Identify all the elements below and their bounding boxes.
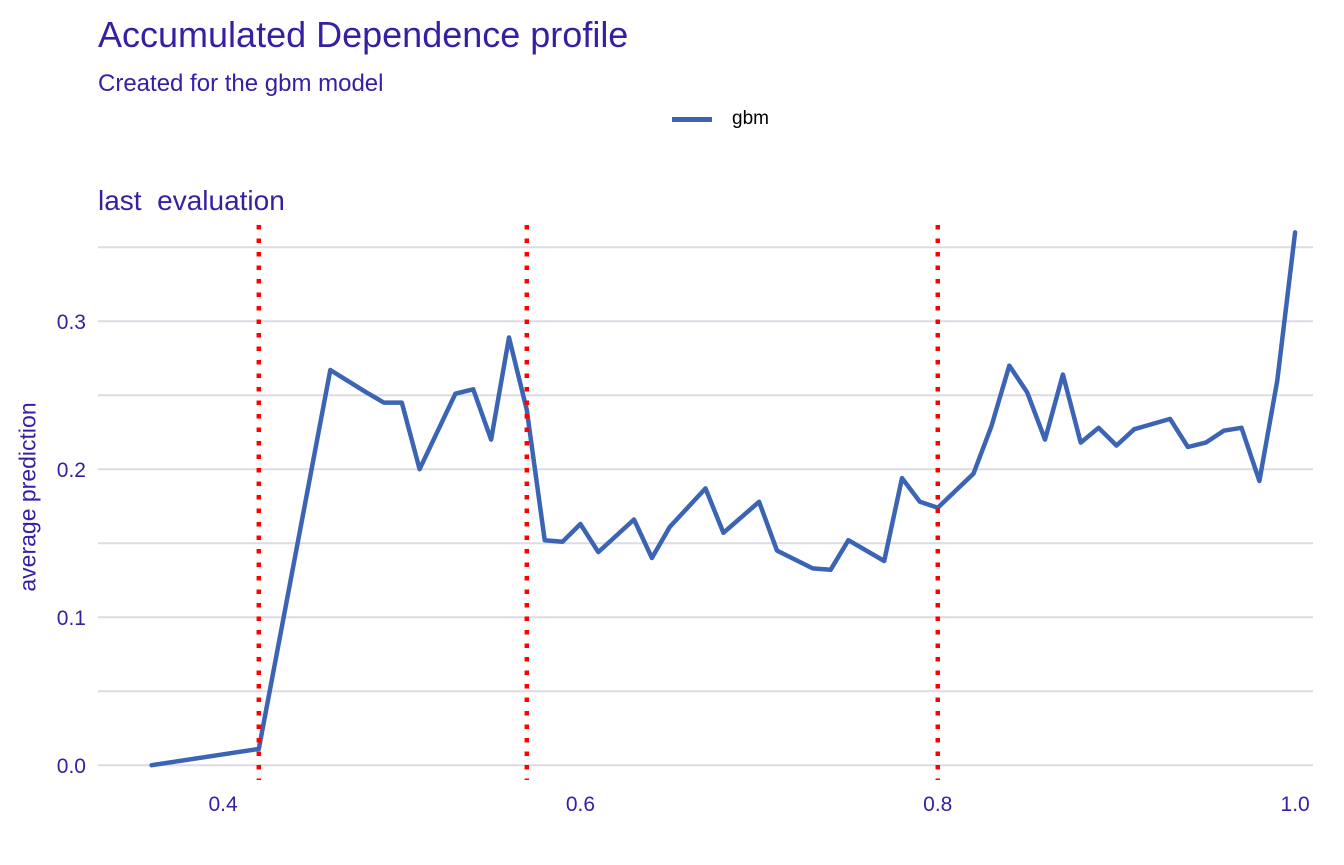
- legend-swatch-gbm: [672, 116, 712, 122]
- legend-label-gbm: gbm: [732, 108, 769, 129]
- x-tick-label-0: 0.4: [208, 793, 238, 816]
- x-tick-label-3: 1.0: [1281, 793, 1310, 816]
- y-tick-label-0: 0.0: [57, 755, 86, 778]
- y-tick-label-1: 0.1: [57, 607, 86, 630]
- y-tick-label-3: 0.3: [57, 311, 86, 334]
- legend: gbm: [672, 108, 769, 130]
- series-line-gbm: [149, 230, 1298, 768]
- x-tick-label-2: 0.8: [923, 793, 952, 816]
- y-tick-label-2: 0.2: [57, 459, 86, 482]
- chart-subtitle: Created for the gbm model: [98, 70, 384, 97]
- chart-title: Accumulated Dependence profile: [98, 14, 629, 55]
- panel-title: last evaluation: [98, 185, 285, 216]
- x-tick-label-1: 0.6: [566, 793, 595, 816]
